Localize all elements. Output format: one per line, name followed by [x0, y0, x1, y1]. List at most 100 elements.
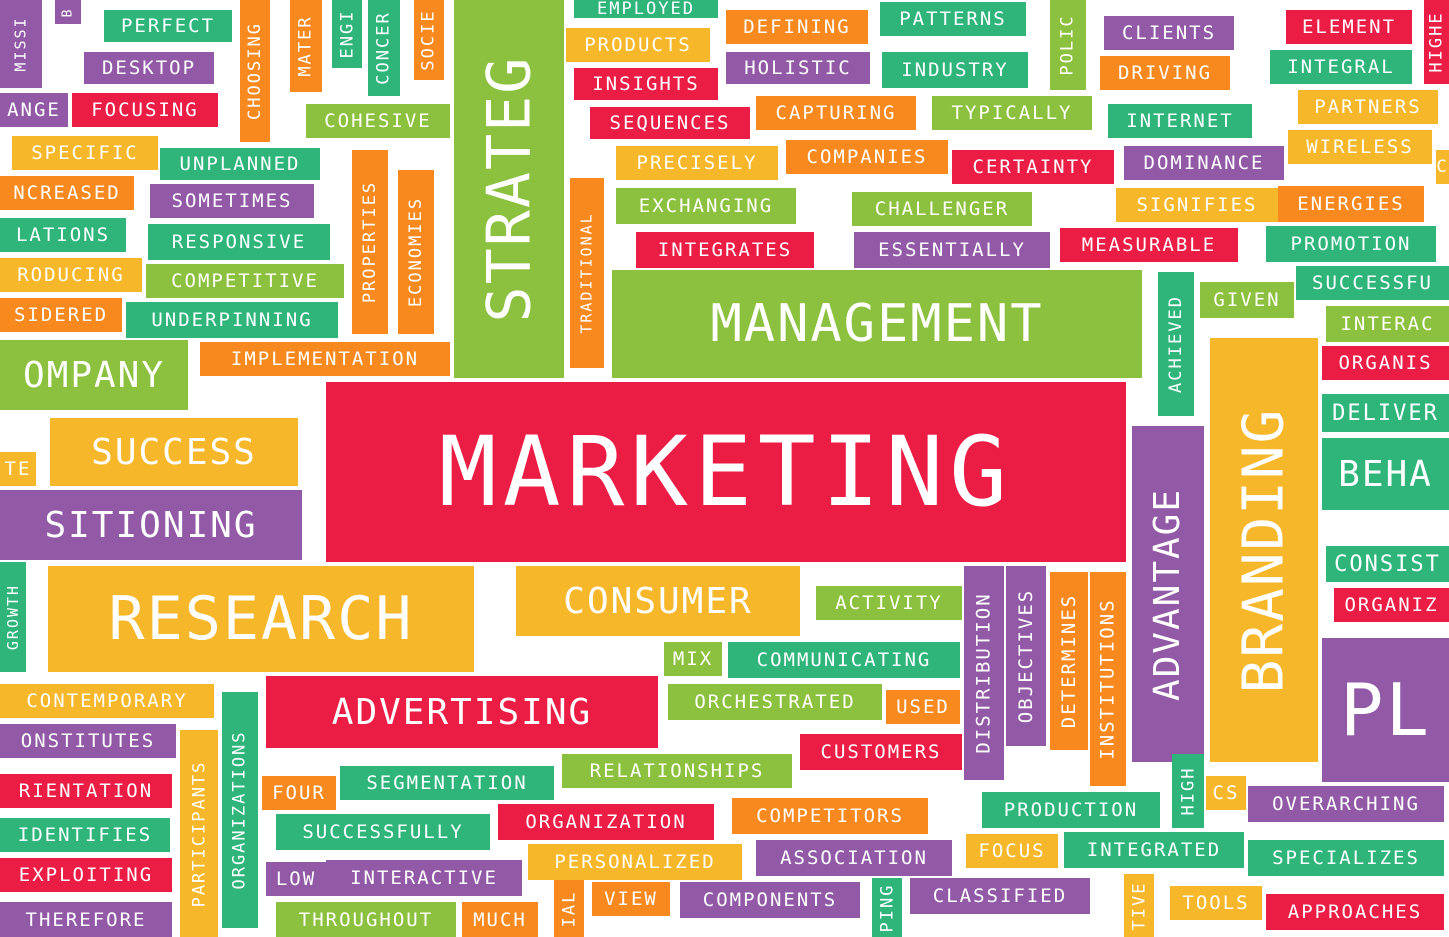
word-tile: RELATIONSHIPS [562, 754, 792, 788]
word-tile: DEFINING [726, 10, 868, 44]
word-tile: IAL [554, 880, 584, 937]
word-tile: FOCUS [966, 834, 1058, 868]
word-tile: TOOLS [1170, 886, 1262, 920]
word-tile: DRIVING [1100, 56, 1230, 90]
word-tile: ENERGIES [1278, 186, 1424, 222]
word-tile: TE [0, 452, 36, 486]
word-tile: CS [1206, 776, 1246, 810]
word-tile: RODUCING [0, 258, 142, 292]
word-tile: DISTRIBUTION [964, 566, 1004, 780]
word-tile: THEREFORE [0, 902, 172, 937]
word-tile: COMPETITIVE [146, 264, 344, 298]
word-tile: RESPONSIVE [148, 224, 330, 260]
word-tile: PRODUCTS [566, 28, 710, 62]
word-tile: GROWTH [0, 562, 26, 672]
word-tile: LOW [266, 862, 326, 896]
word-tile: COMPONENTS [680, 882, 860, 918]
word-tile: PERSONALIZED [528, 844, 742, 880]
word-tile: OMPANY [0, 340, 188, 410]
word-tile: ASSOCIATION [756, 840, 952, 876]
word-tile: CAPTURING [756, 96, 916, 130]
word-tile: SIDERED [0, 298, 122, 332]
word-tile: PARTICIPANTS [180, 730, 218, 937]
word-tile: DELIVER [1322, 394, 1449, 432]
word-tile: FOUR [262, 776, 336, 810]
word-tile: DESKTOP [84, 52, 214, 84]
word-tile: MANAGEMENT [612, 270, 1142, 378]
word-tile: SOCIE [414, 0, 444, 80]
word-tile: CONSUMER [516, 566, 800, 636]
word-tile: INDUSTRY [882, 52, 1028, 88]
word-tile: SUCCESSFULLY [276, 814, 490, 850]
word-tile: COMMUNICATING [728, 642, 960, 678]
word-tile: ADVERTISING [266, 676, 658, 748]
word-tile: B [55, 0, 81, 24]
word-tile: SIGNIFIES [1116, 188, 1278, 222]
word-tile: OVERARCHING [1248, 786, 1444, 822]
word-tile: CONTEMPORARY [0, 684, 214, 718]
word-tile: HIGH [1172, 754, 1204, 828]
word-tile: ORGANIS [1322, 346, 1449, 380]
word-tile: ENGI [332, 0, 362, 68]
word-tile: CERTAINTY [952, 150, 1114, 184]
word-tile: SUCCESS [50, 418, 298, 486]
word-tile: HIGHE [1424, 0, 1449, 84]
word-tile: APPROACHES [1266, 894, 1444, 930]
word-tile: VIEW [592, 882, 670, 916]
word-tile: INTERAC [1326, 306, 1449, 342]
word-tile: CHALLENGER [852, 192, 1032, 226]
word-tile: INSIGHTS [574, 68, 718, 100]
word-tile: UNDERPINNING [126, 302, 338, 338]
word-tile: EXPLOITING [0, 858, 172, 892]
word-tile: CONSIST [1326, 546, 1449, 582]
word-tile: SPECIALIZES [1248, 840, 1444, 876]
word-tile: MUCH [462, 902, 538, 937]
word-tile: POLIC [1050, 0, 1086, 90]
word-tile: MATER [290, 0, 322, 92]
word-tile: IDENTIFIES [0, 818, 170, 852]
word-tile: TIVE [1124, 874, 1154, 937]
word-tile: USED [886, 690, 960, 724]
word-tile: BRANDING [1210, 338, 1318, 762]
word-tile: PERFECT [104, 10, 232, 42]
word-tile: DOMINANCE [1124, 146, 1284, 180]
word-tile: ELEMENT [1286, 10, 1412, 44]
word-tile: COMPETITORS [732, 798, 928, 834]
word-tile: FOCUSING [72, 93, 218, 127]
word-tile: CUSTOMERS [800, 734, 962, 770]
word-tile: BEHA [1322, 438, 1449, 510]
word-tile: PATTERNS [880, 2, 1026, 36]
word-tile: ANGE [0, 93, 68, 127]
word-tile: PRECISELY [616, 146, 778, 180]
word-tile: ONSTITUTES [0, 724, 176, 758]
word-tile: SPECIFIC [12, 136, 158, 170]
word-tile: OBJECTIVES [1006, 566, 1046, 746]
word-tile: NCREASED [0, 176, 134, 210]
word-tile: INTERNET [1108, 104, 1252, 138]
word-tile: ACTIVITY [816, 586, 962, 620]
word-tile: SEGMENTATION [340, 766, 554, 800]
word-tile: INSTITUTIONS [1090, 572, 1126, 786]
word-tile: HOLISTIC [726, 52, 870, 84]
word-tile: STRATEG [454, 0, 564, 378]
word-tile: CLIENTS [1104, 16, 1234, 50]
word-tile: UNPLANNED [160, 148, 320, 180]
word-tile: ORGANIZATION [498, 804, 714, 840]
word-tile: WIRELESS [1288, 130, 1432, 164]
word-tile: SITIONING [0, 490, 302, 560]
word-tile: SUCCESSFU [1296, 266, 1449, 300]
word-tile-marketing: MARKETING [326, 382, 1126, 562]
word-tile: INTEGRATES [636, 232, 814, 268]
word-tile: MEASURABLE [1060, 228, 1238, 262]
word-tile: IMPLEMENTATION [200, 342, 450, 376]
word-tile: TYPICALLY [932, 96, 1092, 130]
word-tile: INTERACTIVE [326, 860, 522, 896]
word-tile: SOMETIMES [150, 184, 314, 218]
word-tile: MISSI [0, 0, 42, 88]
word-tile: DETERMINES [1050, 572, 1088, 750]
word-tile: LATIONS [0, 218, 126, 252]
word-tile: ORCHESTRATED [668, 684, 882, 720]
word-tile: ACHIEVED [1158, 272, 1194, 416]
word-tile: ESSENTIALLY [854, 232, 1050, 268]
